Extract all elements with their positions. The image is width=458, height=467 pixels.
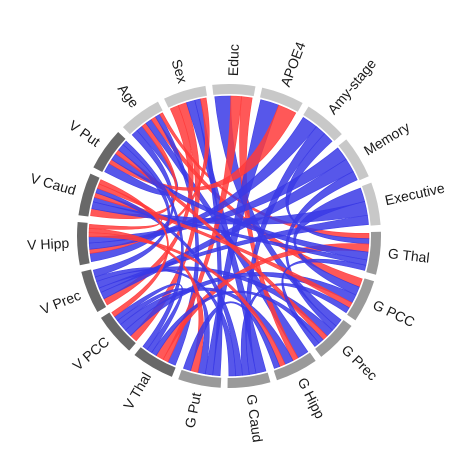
sector-arc-sex	[164, 85, 207, 108]
link-age-vhipp	[89, 130, 175, 263]
sector-arc-vhipp	[77, 221, 90, 266]
sector-label-vprec: V Prec	[38, 287, 83, 317]
sector-label-gprec: G Prec	[338, 341, 380, 383]
sector-arc-vput	[93, 131, 126, 172]
sector-arc-educ	[212, 84, 256, 97]
sector-label-vput: V Put	[66, 117, 103, 150]
sector-label-educ: Educ	[225, 44, 242, 76]
sector-label-vhipp: V Hipp	[27, 235, 70, 253]
sector-label-gput: G Put	[181, 391, 204, 429]
sector-arc-vpcc	[100, 312, 136, 351]
link-gthal-gprec	[281, 258, 367, 347]
sector-arc-gpcc	[347, 278, 375, 321]
sector-arc-gprec	[315, 320, 352, 357]
sector-arcs-layer	[77, 84, 381, 388]
link-gprec-vput	[115, 149, 328, 341]
sector-label-apoe4: APOE4	[277, 39, 309, 89]
sector-arc-executive	[361, 182, 381, 226]
link-sex-vhipp	[89, 97, 210, 254]
sector-label-amy: Amy-stage	[324, 55, 379, 117]
sector-label-gthal: G Thal	[387, 245, 430, 266]
link-vput-vthal	[122, 140, 184, 351]
sector-arc-gcaud	[227, 372, 271, 388]
sector-label-gcaud: G Caud	[244, 393, 266, 443]
sector-label-vcaud: V Caud	[29, 170, 78, 198]
sector-arc-vcaud	[78, 173, 100, 217]
links-layer	[88, 95, 370, 377]
sector-label-ghipp: G Hipp	[295, 375, 329, 421]
sector-label-gpcc: G PCC	[370, 297, 417, 331]
link-apoe4-vput	[108, 104, 297, 191]
sector-label-sex: Sex	[168, 57, 190, 85]
link-gpcc-vcaud	[94, 192, 353, 309]
sector-arc-ghipp	[273, 352, 316, 381]
link-ghipp-gput	[183, 301, 281, 371]
sector-arc-gput	[178, 369, 222, 388]
sector-label-executive: Executive	[383, 180, 446, 209]
sector-arc-apoe4	[259, 87, 303, 112]
sector-arc-memory	[338, 139, 369, 181]
link-gcaud-vprec	[94, 267, 236, 377]
sector-label-age: Age	[115, 81, 143, 111]
sector-label-vthal: V Thal	[120, 370, 154, 413]
sector-arc-age	[122, 101, 163, 135]
link-memory-vhipp	[88, 147, 347, 244]
link-vcaud-vpcc	[98, 179, 169, 318]
sector-arc-vthal	[134, 347, 176, 377]
link-amy-vhipp	[88, 116, 317, 250]
sector-arc-gthal	[366, 231, 381, 275]
sector-label-memory: Memory	[361, 119, 413, 159]
sector-arc-vprec	[81, 269, 107, 313]
sector-label-vpcc: V PCC	[69, 333, 112, 373]
sector-arc-amy	[303, 106, 342, 141]
link-gthal-vcaud	[92, 196, 368, 266]
